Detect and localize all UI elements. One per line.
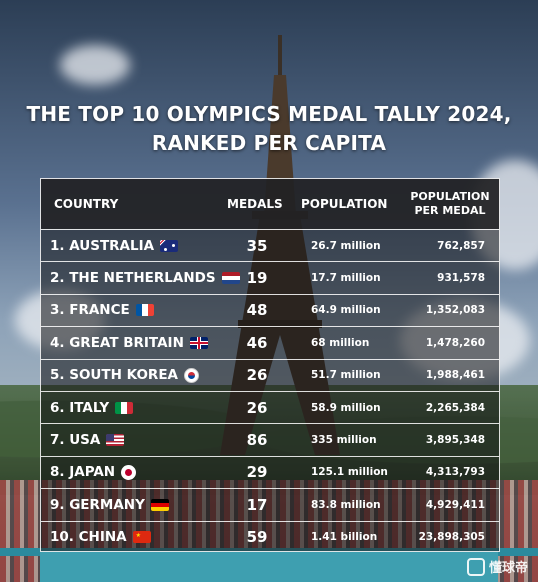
south-korea-flag-icon [178,367,199,383]
medal-table: COUNTRY MEDALS POPULATION POPULATION PER… [40,178,500,552]
population-cell: 26.7 million [311,239,381,252]
country-cell: 7. USA [50,424,125,455]
japan-flag-icon [115,464,137,480]
table-header: COUNTRY MEDALS POPULATION POPULATION PER… [41,179,499,229]
header-medals: MEDALS [227,197,283,211]
watermark-text: 懂球帝 [488,561,528,576]
country-cell: 1. AUSTRALIA [50,230,179,261]
population-cell: 68 million [311,336,370,349]
watermark-logo-icon [466,557,485,576]
population-cell: 125.1 million [311,466,388,479]
china-flag-icon: ★ [127,529,151,545]
population-cell: 64.9 million [311,304,381,317]
header-ppm-line1: POPULATION [410,190,490,203]
header-population-per-medal: POPULATION PER MEDAL [407,179,493,229]
population-per-medal-cell: 1,478,260 [425,336,485,349]
population-per-medal-cell: 3,895,348 [425,434,485,447]
population-per-medal-cell: 4,313,793 [425,466,485,479]
table-row: 8. JAPAN 29 125.1 million 4,313,793 [41,455,499,488]
population-cell: 83.8 million [311,498,381,511]
page-title-line2: RANKED PER CAPITA [151,131,387,155]
table-row: 2. THE NETHERLANDS 19 17.7 million 931,578 [41,261,499,293]
france-flag-icon [130,302,154,318]
country-name: 1. AUSTRALIA [50,237,155,254]
population-cell: 1.41 billion [311,531,378,544]
population-cell: 58.9 million [311,401,381,414]
country-name: 7. USA [50,432,101,449]
country-cell: 10. CHINA ★ [50,522,151,553]
table-row: 3. FRANCE 48 64.9 million 1,352,083 [41,293,499,326]
country-cell: 2. THE NETHERLANDS [50,262,240,293]
italy-flag-icon [109,400,134,416]
population-cell: 51.7 million [311,369,381,382]
table-row: 4. GREAT BRITAIN 46 68 million 1,478,260 [41,326,499,358]
header-population: POPULATION [301,197,388,211]
table-row: 1. AUSTRALIA 35 26.7 million 762,857 [41,229,499,261]
medals-cell: 46 [246,333,268,352]
population-per-medal-cell: 1,352,083 [425,304,485,317]
country-cell: 9. GERMANY [50,489,169,520]
medals-cell: 17 [246,495,268,514]
medals-cell: 48 [246,301,268,320]
watermark: 懂球帝 [466,557,528,576]
country-name: 4. GREAT BRITAIN [50,334,184,351]
country-name: 10. CHINA [50,529,127,546]
page-title-line1: THE TOP 10 OLYMPICS MEDAL TALLY 2024, [26,102,512,126]
table-row: 9. GERMANY 17 83.8 million 4,929,411 [41,488,499,520]
country-name: 2. THE NETHERLANDS [50,270,216,287]
country-name: 8. JAPAN [50,464,116,481]
table-row: 6. ITALY 26 58.9 million 2,265,384 [41,391,499,423]
pitch [40,548,498,582]
country-cell: 6. ITALY [50,392,134,423]
country-cell: 4. GREAT BRITAIN [50,327,208,358]
country-cell: 3. FRANCE [50,295,154,326]
medals-cell: 35 [246,236,268,255]
population-per-medal-cell: 931,578 [437,272,485,285]
country-name: 6. ITALY [50,399,110,416]
germany-flag-icon [145,497,169,513]
country-cell: 8. JAPAN [50,457,137,488]
medals-cell: 59 [246,528,268,547]
medals-cell: 19 [246,269,268,288]
header-ppm-line2: PER MEDAL [414,204,486,217]
population-per-medal-cell: 4,929,411 [425,498,485,511]
country-name: 3. FRANCE [50,302,130,319]
country-cell: 5. SOUTH KOREA [50,360,199,391]
country-name: 5. SOUTH KOREA [50,367,178,384]
uk-flag-icon [184,335,208,351]
population-per-medal-cell: 1,988,461 [425,369,485,382]
netherlands-flag-icon [216,270,240,286]
table-row: 7. USA 86 335 million 3,895,348 [41,423,499,455]
population-cell: 17.7 million [311,272,381,285]
population-per-medal-cell: 762,857 [437,239,485,252]
medals-cell: 29 [246,463,268,482]
cloud [60,45,130,85]
population-per-medal-cell: 2,265,384 [425,401,485,414]
table-row: 10. CHINA ★ 59 1.41 billion 23,898,305 [41,520,499,553]
table-row: 5. SOUTH KOREA 26 51.7 million 1,988,461 [41,358,499,391]
population-per-medal-cell: 23,898,305 [418,531,485,544]
medals-cell: 86 [246,431,268,450]
medals-cell: 26 [246,398,268,417]
country-name: 9. GERMANY [50,496,145,513]
population-cell: 335 million [311,434,377,447]
medals-cell: 26 [246,366,268,385]
header-country: COUNTRY [54,197,119,211]
australia-flag-icon [154,238,179,254]
usa-flag-icon [100,432,125,448]
